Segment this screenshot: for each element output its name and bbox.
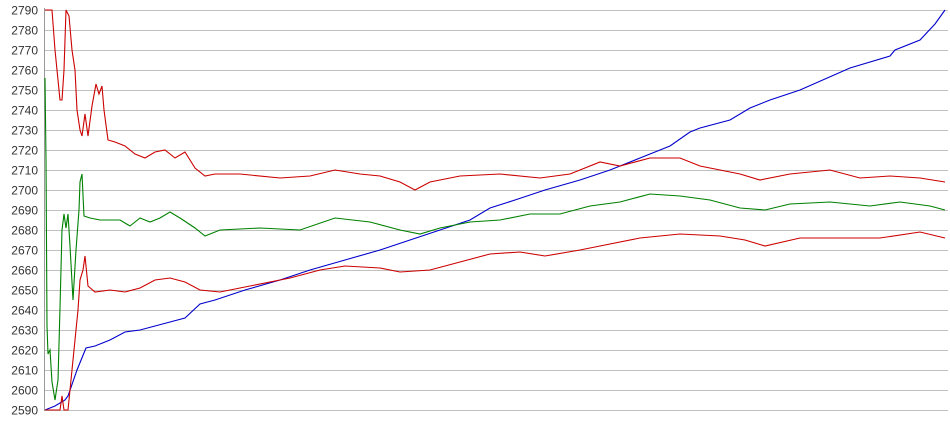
y-tick-label: 2710 [11,164,38,178]
series-line-1 [45,9,946,191]
y-tick-label: 2760 [11,64,38,78]
y-tick-label: 2640 [11,304,38,318]
y-tick-label: 2670 [11,244,38,258]
y-tick-label: 2660 [11,264,38,278]
y-tick-label: 2740 [11,104,38,118]
series-line-2 [44,77,946,401]
y-tick-label: 2680 [11,224,38,238]
y-tick-label: 2590 [11,404,38,418]
y-tick-label: 2650 [11,284,38,298]
y-tick-label: 2750 [11,84,38,98]
y-tick-label: 2770 [11,44,38,58]
y-tick-label: 2610 [11,364,38,378]
y-tick-label: 2730 [11,124,38,138]
y-tick-label: 2720 [11,144,38,158]
series-line-0 [44,9,946,411]
series-line-3 [45,231,946,411]
y-tick-label: 2690 [11,204,38,218]
y-tick-label: 2780 [11,24,38,38]
y-tick-label: 2700 [11,184,38,198]
y-tick-label: 2620 [11,344,38,358]
y-tick-label: 2790 [11,4,38,18]
y-axis-ticks: 2590 2600 2610 2620 2630 2640 2650 2660 2670 2680… [11,4,38,418]
y-tick-label: 2600 [11,384,38,398]
series-lines [44,9,946,411]
gridlines [44,10,948,411]
y-tick-label: 2630 [11,324,38,338]
